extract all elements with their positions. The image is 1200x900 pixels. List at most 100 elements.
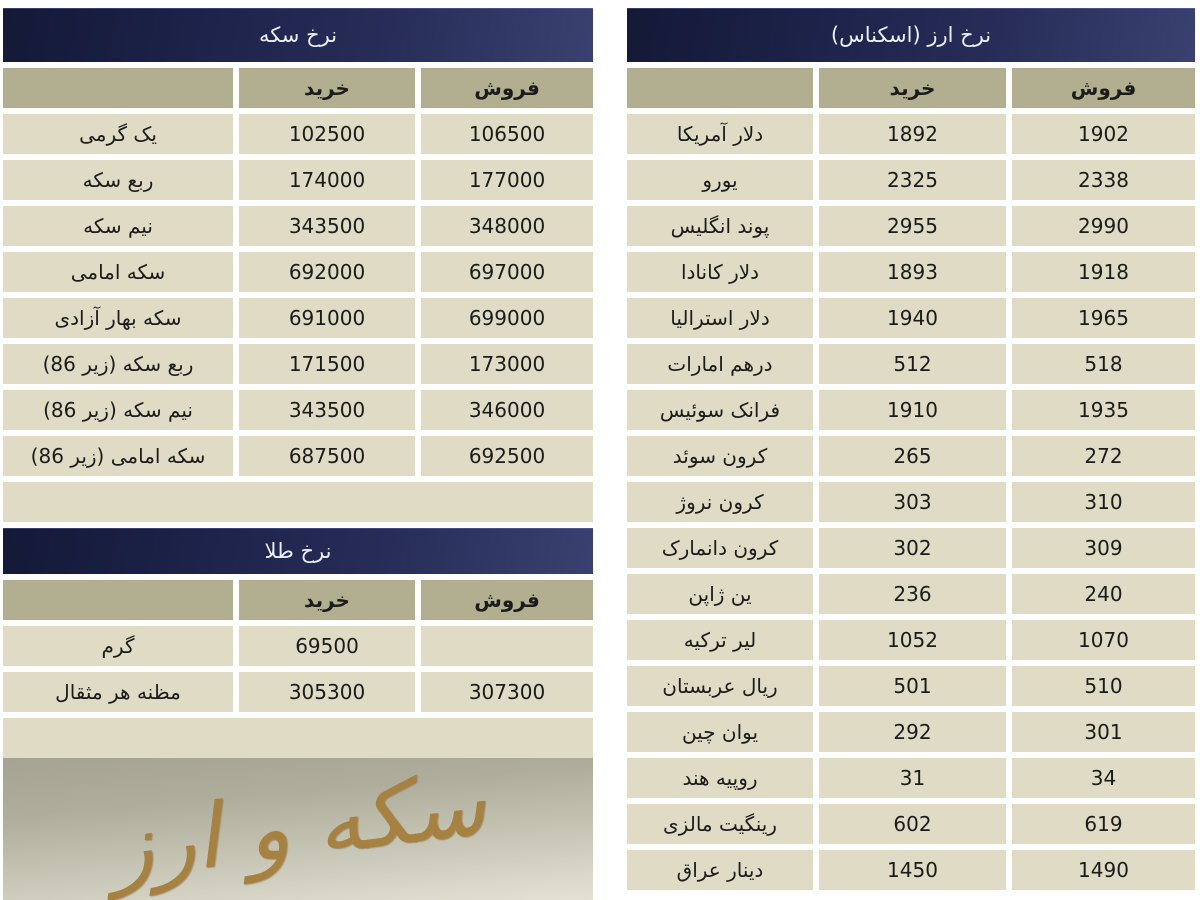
sell-value: 348000 (421, 206, 593, 246)
sell-value: 510 (1012, 666, 1195, 706)
item-label: رینگیت مالزی (627, 804, 813, 844)
buy-value: 687500 (239, 436, 415, 476)
buy-value: 1893 (819, 252, 1006, 292)
item-label: نیم سکه (3, 206, 233, 246)
item-label: روپیه هند (627, 758, 813, 798)
sell-value: 310 (1012, 482, 1195, 522)
buy-value: 292 (819, 712, 1006, 752)
item-label: ربع سکه (3, 160, 233, 200)
sell-column-header: فروش (421, 580, 593, 620)
sell-value: 2338 (1012, 160, 1195, 200)
item-label: فرانک سوئیس (627, 390, 813, 430)
sell-value: 1965 (1012, 298, 1195, 338)
item-label: گرم (3, 626, 233, 666)
sell-value: 240 (1012, 574, 1195, 614)
buy-value: 171500 (239, 344, 415, 384)
gold-table-header-row: خرید فروش (3, 580, 593, 620)
sell-value: 301 (1012, 712, 1195, 752)
buy-value: 2325 (819, 160, 1006, 200)
rate-row: یک گرمی 102500 106500 (3, 114, 593, 154)
sell-value: 173000 (421, 344, 593, 384)
item-label: مظنه هر مثقال (3, 672, 233, 712)
rate-row: سکه امامی 692000 697000 (3, 252, 593, 292)
item-label: یک گرمی (3, 114, 233, 154)
sell-value: 177000 (421, 160, 593, 200)
buy-value: 31 (819, 758, 1006, 798)
rate-row: ریال عربستان 501 510 (627, 666, 1195, 706)
currency-table-body: دلار آمریکا 1892 1902 یورو 2325 2338 پون… (627, 114, 1195, 890)
buy-value: 174000 (239, 160, 415, 200)
item-label: یورو (627, 160, 813, 200)
buy-value: 343500 (239, 206, 415, 246)
item-label: پوند انگلیس (627, 206, 813, 246)
rate-row: سکه بهار آزادی 691000 699000 (3, 298, 593, 338)
empty-row (3, 718, 593, 758)
gold-rates-table: نرخ طلا خرید فروش گرم 69500 مظنه هر مثقا (3, 528, 593, 758)
coin-table-title: نرخ سکه (3, 8, 593, 62)
rate-row: فرانک سوئیس 1910 1935 (627, 390, 1195, 430)
gold-table-title-text: نرخ طلا (264, 539, 332, 563)
item-label: نیم سکه (زیر 86) (3, 390, 233, 430)
buy-value: 692000 (239, 252, 415, 292)
rate-row: ربع سکه 174000 177000 (3, 160, 593, 200)
left-column: نرخ سکه خرید فروش یک گرمی 102500 106500 … (3, 8, 593, 900)
sell-value (421, 626, 593, 666)
rate-row: کرون سوئد 265 272 (627, 436, 1195, 476)
buy-value: 691000 (239, 298, 415, 338)
buy-value: 1450 (819, 850, 1006, 890)
buy-value: 305300 (239, 672, 415, 712)
buy-value: 1910 (819, 390, 1006, 430)
label-column-header (627, 68, 813, 108)
logo-text: سکه و ارز (103, 758, 492, 900)
item-label: لیر ترکیه (627, 620, 813, 660)
buy-value: 2955 (819, 206, 1006, 246)
rate-row: یوان چین 292 301 (627, 712, 1195, 752)
item-label: دلار استرالیا (627, 298, 813, 338)
sell-value: 1902 (1012, 114, 1195, 154)
sell-value: 106500 (421, 114, 593, 154)
sell-value: 1070 (1012, 620, 1195, 660)
buy-value: 303 (819, 482, 1006, 522)
item-label: دلار کانادا (627, 252, 813, 292)
rate-row: پوند انگلیس 2955 2990 (627, 206, 1195, 246)
rate-row: کرون نروژ 303 310 (627, 482, 1195, 522)
rate-row: مظنه هر مثقال 305300 307300 (3, 672, 593, 712)
buy-column-header: خرید (239, 580, 415, 620)
sell-value: 518 (1012, 344, 1195, 384)
item-label: سکه امامی (3, 252, 233, 292)
item-label: کرون دانمارک (627, 528, 813, 568)
item-label: دینار عراق (627, 850, 813, 890)
coin-table-title-text: نرخ سکه (258, 23, 338, 47)
currency-table-title-text: نرخ ارز (اسکناس) (830, 23, 992, 47)
currency-rates-table: نرخ ارز (اسکناس) خرید فروش دلار آمریکا 1… (627, 8, 1195, 890)
currency-table-header-row: خرید فروش (627, 68, 1195, 108)
buy-value: 501 (819, 666, 1006, 706)
rate-row: روپیه هند 31 34 (627, 758, 1195, 798)
item-label: کرون نروژ (627, 482, 813, 522)
sell-value: 699000 (421, 298, 593, 338)
buy-value: 1052 (819, 620, 1006, 660)
buy-column-header: خرید (819, 68, 1006, 108)
sell-value: 272 (1012, 436, 1195, 476)
sell-value: 1935 (1012, 390, 1195, 430)
item-label: یوان چین (627, 712, 813, 752)
sell-column-header: فروش (421, 68, 593, 108)
right-column: نرخ ارز (اسکناس) خرید فروش دلار آمریکا 1… (627, 8, 1195, 896)
buy-column-header: خرید (239, 68, 415, 108)
item-label: کرون سوئد (627, 436, 813, 476)
rate-row: لیر ترکیه 1052 1070 (627, 620, 1195, 660)
coin-rates-table: نرخ سکه خرید فروش یک گرمی 102500 106500 … (3, 8, 593, 522)
item-label: سکه امامی (زیر 86) (3, 436, 233, 476)
rate-row: رینگیت مالزی 602 619 (627, 804, 1195, 844)
buy-value: 512 (819, 344, 1006, 384)
rate-row: یورو 2325 2338 (627, 160, 1195, 200)
rate-row: دلار آمریکا 1892 1902 (627, 114, 1195, 154)
rate-row: ین ژاپن 236 240 (627, 574, 1195, 614)
buy-value: 302 (819, 528, 1006, 568)
currency-table-title: نرخ ارز (اسکناس) (627, 8, 1195, 62)
label-column-header (3, 580, 233, 620)
empty-row (3, 482, 593, 522)
rate-row: نیم سکه 343500 348000 (3, 206, 593, 246)
sell-value: 619 (1012, 804, 1195, 844)
